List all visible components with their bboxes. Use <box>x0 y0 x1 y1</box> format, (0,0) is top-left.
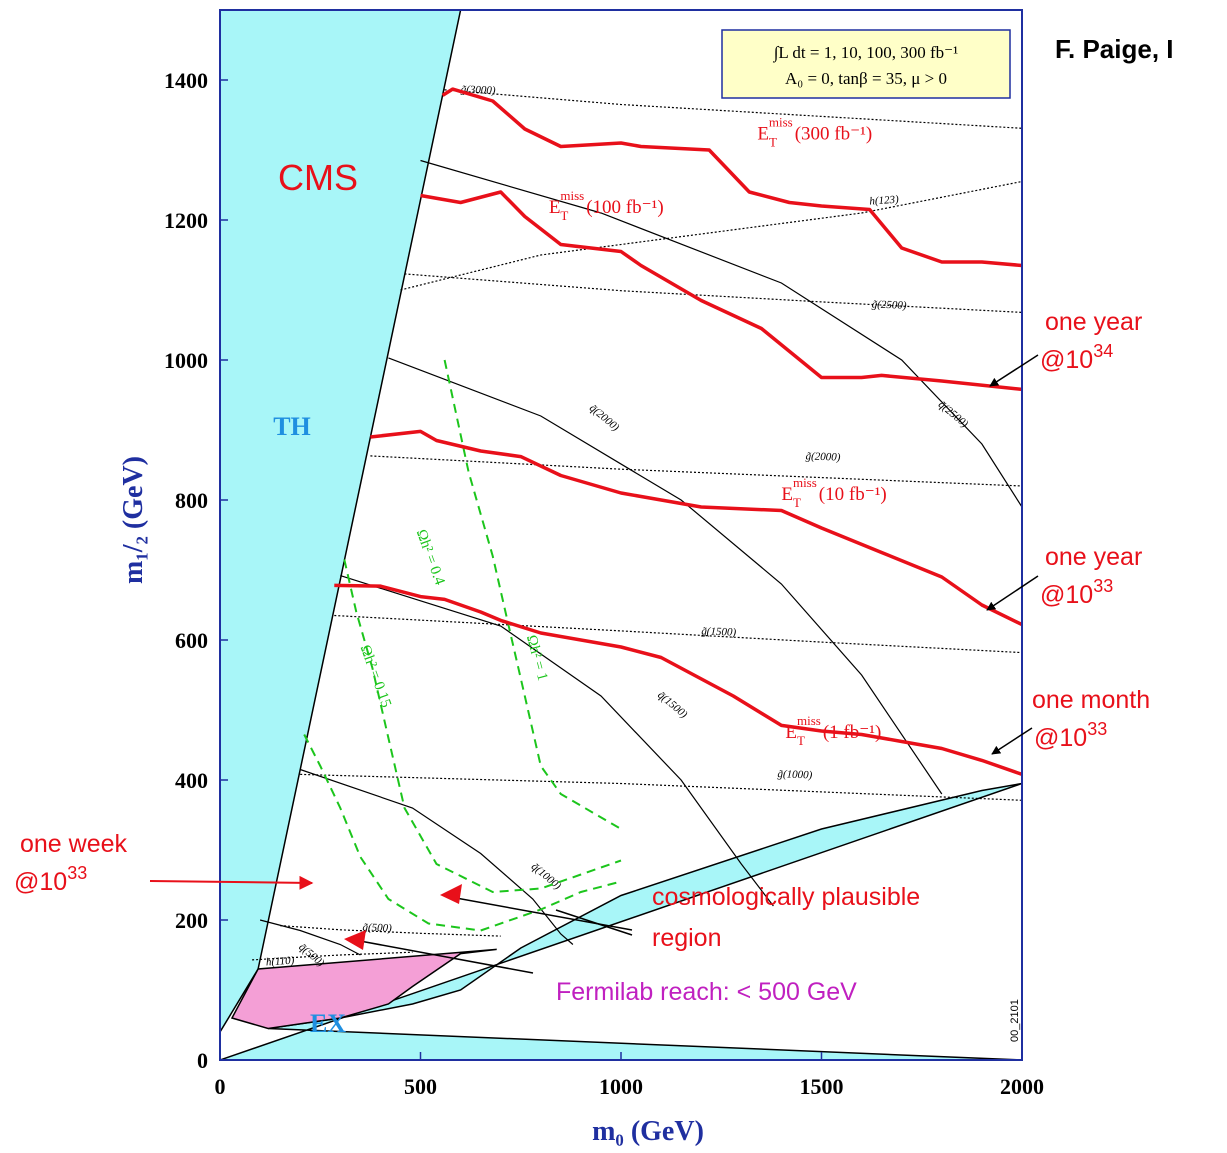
annotation-one-month-1033: one month @1033 <box>991 686 1150 755</box>
reach-curve <box>370 429 1022 627</box>
svg-text:one week: one week <box>20 830 128 858</box>
squark-contour-label: q̃(2500) <box>936 399 971 431</box>
legend-line-1: ∫L dt = 1, 10, 100, 300 fb⁻¹ <box>773 43 958 63</box>
x-axis-title: m₀ (GeV) <box>592 1116 704 1147</box>
svg-text:region: region <box>652 924 722 952</box>
gluino-contour-label: g̃(1500) <box>701 625 737 638</box>
excluded-regions <box>220 10 1022 1060</box>
gluino-contour-label: g̃(2500) <box>872 299 908 312</box>
excluded-region-th <box>220 10 462 1060</box>
region-label-cms: CMS <box>278 157 358 198</box>
relic-contour-line <box>343 559 622 894</box>
y-axis-title: m₁/₂ (GeV) <box>118 456 149 584</box>
author-credit: F. Paige, I <box>1055 34 1174 64</box>
svg-text:@1033: @1033 <box>1040 576 1113 609</box>
y-tick-label: 600 <box>175 628 208 653</box>
relic-contour-line <box>303 734 622 932</box>
squark-contour-label: q̃(1500) <box>655 689 690 721</box>
legend-line-2: A₀ = 0, tanβ = 35, μ > 0 <box>785 69 947 88</box>
squark-contour-line <box>388 357 943 795</box>
region-label-th: TH <box>273 412 311 441</box>
x-tick-label: 1000 <box>599 1074 643 1099</box>
reach-curve-label: ETmiss(100 fb⁻¹) <box>549 188 664 223</box>
higgs-contour-label: h(123) <box>869 194 899 208</box>
annotation-cosmological-region: cosmologically plausible region <box>440 883 920 952</box>
gluino-contour-line <box>370 455 1022 487</box>
reach-curve <box>420 190 1022 392</box>
squark-contour-label: q̃(2000) <box>587 402 622 434</box>
y-tick-label: 200 <box>175 908 208 933</box>
gluino-contour-line <box>280 925 501 937</box>
region-label-ex: EX <box>310 1009 346 1038</box>
squark-contour-line <box>420 159 1022 508</box>
gluino-contour-label: g̃(2000) <box>805 450 841 463</box>
relic-contour-line <box>443 359 622 830</box>
x-tick-label: 1500 <box>800 1074 844 1099</box>
y-tick-label: 1000 <box>164 348 208 373</box>
gluino-contour-line <box>334 614 1022 654</box>
svg-text:@1033: @1033 <box>14 863 87 896</box>
axis-ticks: 0 500 1000 1500 2000 0 200 400 600 800 1000 1200 140… <box>164 68 1044 1099</box>
squark-contour-line <box>259 919 361 956</box>
reach-curve-label: ETmiss(1 fb⁻¹) <box>785 713 881 748</box>
svg-text:@1034: @1034 <box>1040 341 1113 374</box>
annotation-one-year-1033: one year @1033 <box>986 543 1142 611</box>
y-tick-label: 0 <box>197 1048 208 1073</box>
higgs-contour-line <box>400 180 1022 291</box>
svg-text:cosmologically plausible: cosmologically plausible <box>652 883 920 911</box>
reach-curve <box>334 583 1022 777</box>
annotation-fermilab-reach: Fermilab reach: < 500 GeV <box>344 930 857 1006</box>
excluded-region-ex <box>230 948 497 1030</box>
gluino-contour-line <box>444 89 1022 129</box>
higgs-contour-label: h(110) <box>265 955 295 969</box>
gluino-contour-line <box>300 773 1022 801</box>
svg-text:one year: one year <box>1045 543 1142 571</box>
y-tick-label: 400 <box>175 768 208 793</box>
relic-contour-label: Ωh² = 0.15 <box>357 643 394 710</box>
gluino-contour-label: g̃(1000) <box>777 768 813 781</box>
y-tick-label: 1200 <box>164 208 208 233</box>
svg-text:one month: one month <box>1032 686 1150 714</box>
reach-curve-label: ETmiss(10 fb⁻¹) <box>781 475 886 510</box>
annotation-one-week-1033: one week @1033 <box>14 830 314 896</box>
x-tick-label: 2000 <box>1000 1074 1044 1099</box>
legend-box <box>721 29 1011 99</box>
svg-text:one year: one year <box>1045 308 1142 336</box>
higgs-contour-line <box>252 951 413 961</box>
gluino-contour-line <box>404 273 1022 313</box>
x-tick-label: 0 <box>215 1074 226 1099</box>
figure-id-tag: 00_2101 <box>1009 999 1021 1042</box>
y-tick-label: 1400 <box>164 68 208 93</box>
excluded-region-bottom <box>220 782 1022 1060</box>
y-tick-label: 800 <box>175 488 208 513</box>
squark-contour-line <box>300 768 574 945</box>
reach-curve <box>441 87 1022 268</box>
reach-curve-label: ETmiss(300 fb⁻¹) <box>757 115 872 150</box>
gluino-contour-label: g̃(500) <box>362 922 392 935</box>
annotation-one-year-1034: one year @1034 <box>989 308 1142 387</box>
svg-text:Fermilab reach: < 500 GeV: Fermilab reach: < 500 GeV <box>556 978 857 1006</box>
relic-contour-label: Ωh² = 0.4 <box>413 527 448 587</box>
x-tick-label: 500 <box>404 1074 437 1099</box>
reach-curves: ETmiss(300 fb⁻¹) ETmiss(100 fb⁻¹) ETmiss(1… <box>334 87 1022 777</box>
svg-text:@1033: @1033 <box>1034 719 1107 752</box>
squark-contour-line <box>340 575 774 907</box>
